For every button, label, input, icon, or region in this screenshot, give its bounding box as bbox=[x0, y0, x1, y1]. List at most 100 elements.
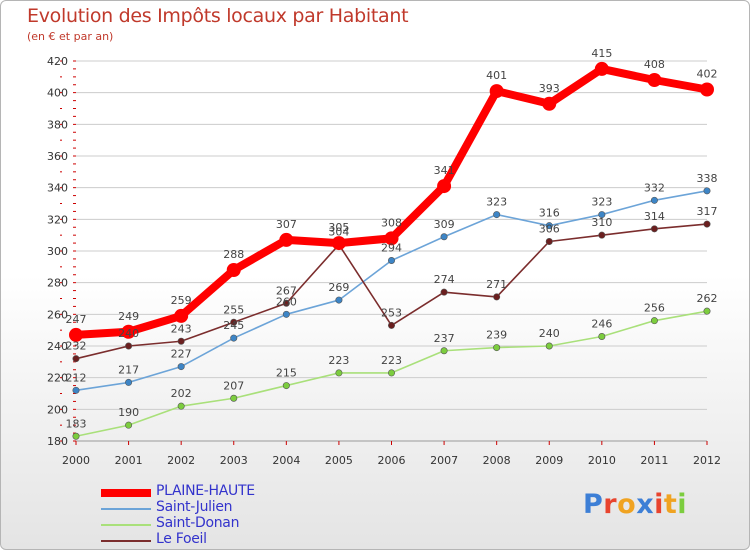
data-point bbox=[279, 232, 294, 247]
data-label: 341 bbox=[434, 164, 455, 177]
data-label: 294 bbox=[381, 242, 402, 255]
data-label: 183 bbox=[66, 417, 87, 430]
data-label: 259 bbox=[171, 294, 192, 307]
data-label: 217 bbox=[118, 363, 139, 376]
data-point bbox=[387, 256, 395, 264]
data-point bbox=[177, 337, 185, 345]
data-label: 323 bbox=[591, 196, 612, 209]
y-tick-label: 340 bbox=[47, 182, 68, 195]
data-label: 223 bbox=[381, 354, 402, 367]
y-tick-label: 200 bbox=[47, 403, 68, 416]
data-label: 237 bbox=[434, 332, 455, 345]
x-tick-label: 2007 bbox=[430, 454, 458, 467]
y-tick-label: 380 bbox=[47, 118, 68, 131]
data-label: 271 bbox=[486, 278, 507, 291]
y-tick-label: 420 bbox=[47, 55, 68, 68]
data-label: 288 bbox=[223, 248, 244, 261]
data-label: 393 bbox=[539, 82, 560, 95]
x-tick-label: 2000 bbox=[62, 454, 90, 467]
data-label: 245 bbox=[223, 319, 244, 332]
data-label: 223 bbox=[328, 354, 349, 367]
data-point bbox=[230, 318, 238, 326]
legend-label: PLAINE-HAUTE bbox=[156, 483, 255, 499]
data-point bbox=[440, 347, 448, 355]
data-label: 274 bbox=[434, 273, 455, 286]
y-tick-label: 360 bbox=[47, 150, 68, 163]
x-tick-label: 2005 bbox=[325, 454, 353, 467]
data-point bbox=[703, 187, 711, 195]
data-point bbox=[331, 236, 346, 251]
data-point bbox=[177, 363, 185, 371]
data-point bbox=[121, 324, 136, 339]
data-point bbox=[387, 321, 395, 329]
x-tick-label: 2010 bbox=[588, 454, 616, 467]
data-label: 269 bbox=[328, 281, 349, 294]
data-point bbox=[650, 317, 658, 325]
data-label: 249 bbox=[118, 310, 139, 323]
x-tick-label: 2008 bbox=[483, 454, 511, 467]
data-point bbox=[72, 355, 80, 363]
data-point bbox=[493, 344, 501, 352]
data-point bbox=[598, 211, 606, 219]
data-label: 240 bbox=[539, 327, 560, 340]
data-point bbox=[230, 334, 238, 342]
data-label: 338 bbox=[697, 172, 718, 185]
legend-label: Le Foeil bbox=[156, 531, 207, 547]
data-label: 316 bbox=[539, 207, 560, 220]
data-label: 307 bbox=[276, 218, 297, 231]
data-point bbox=[125, 421, 133, 429]
data-point bbox=[545, 342, 553, 350]
data-label: 306 bbox=[539, 223, 560, 236]
data-point bbox=[703, 220, 711, 228]
data-point bbox=[440, 288, 448, 296]
data-point bbox=[335, 296, 343, 304]
data-point bbox=[650, 196, 658, 204]
data-point bbox=[493, 211, 501, 219]
data-label: 332 bbox=[644, 181, 665, 194]
legend-label: Saint-Donan bbox=[156, 515, 240, 531]
data-label: 401 bbox=[486, 69, 507, 82]
data-point bbox=[545, 222, 553, 230]
data-point bbox=[387, 369, 395, 377]
x-tick-label: 2001 bbox=[115, 454, 143, 467]
data-point bbox=[489, 84, 504, 99]
data-point bbox=[226, 263, 241, 277]
y-tick-label: 260 bbox=[47, 308, 68, 321]
data-point bbox=[598, 231, 606, 239]
data-point bbox=[69, 327, 83, 342]
data-point bbox=[125, 378, 133, 386]
y-tick-label: 240 bbox=[47, 340, 68, 353]
data-point bbox=[440, 233, 448, 241]
data-label: 314 bbox=[644, 210, 665, 223]
data-point bbox=[703, 307, 711, 315]
chart-subtitle: (en € et par an) bbox=[27, 30, 114, 43]
data-point bbox=[542, 96, 557, 111]
data-label: 239 bbox=[486, 329, 507, 342]
data-point bbox=[72, 386, 80, 394]
legend-swatch bbox=[101, 540, 151, 542]
data-label: 215 bbox=[276, 367, 297, 380]
data-point bbox=[335, 369, 343, 377]
data-point bbox=[594, 61, 609, 76]
data-label: 308 bbox=[381, 216, 402, 229]
data-label: 247 bbox=[66, 313, 87, 326]
data-label: 304 bbox=[328, 226, 349, 239]
data-label: 190 bbox=[118, 406, 139, 419]
data-label: 260 bbox=[276, 295, 297, 308]
data-point bbox=[545, 238, 553, 246]
data-point bbox=[650, 225, 658, 233]
legend-label: Saint-Julien bbox=[156, 499, 233, 515]
data-label: 262 bbox=[697, 292, 718, 305]
data-label: 243 bbox=[171, 322, 192, 335]
x-tick-label: 2003 bbox=[220, 454, 248, 467]
data-label: 305 bbox=[328, 221, 349, 234]
x-tick-label: 2004 bbox=[272, 454, 300, 467]
data-point bbox=[230, 394, 238, 402]
legend-swatch bbox=[101, 489, 151, 497]
data-point bbox=[437, 179, 452, 194]
x-tick-label: 2012 bbox=[693, 454, 721, 467]
y-tick-label: 280 bbox=[47, 277, 68, 290]
data-point bbox=[125, 342, 133, 350]
legend-swatch bbox=[101, 524, 151, 526]
